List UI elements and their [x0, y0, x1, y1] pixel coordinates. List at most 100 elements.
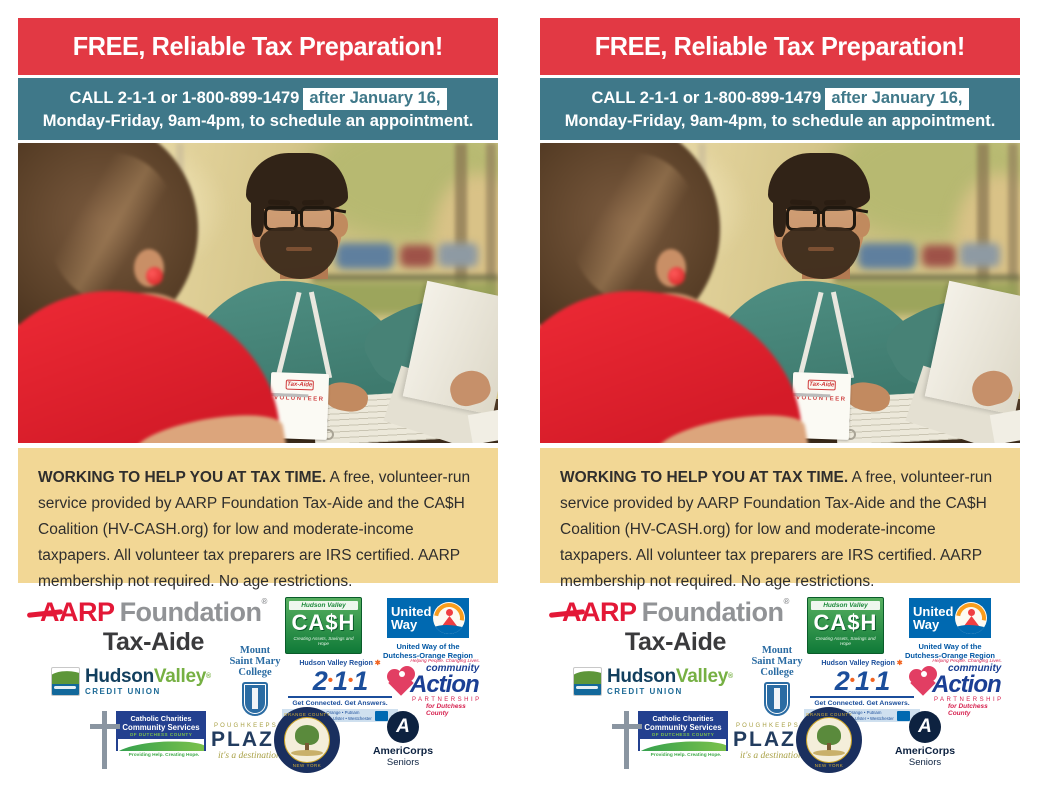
tree-trunk	[977, 143, 989, 313]
heart-icon	[386, 666, 418, 696]
cross-icon	[90, 724, 120, 729]
region-text: Hudson Valley Region	[821, 660, 895, 667]
orange-county-seal: ORANGE COUNTY NEW YORK	[796, 707, 862, 773]
parked-car-blur	[922, 245, 956, 267]
info-lead: WORKING TO HELP YOU AT TAX TIME.	[38, 469, 327, 486]
msmc-line: Mount	[239, 645, 271, 656]
plaza-text: PLAZA	[733, 728, 813, 751]
seal-bottom-text: NEW YORK	[292, 763, 322, 768]
united-way-wordmark: United Way	[391, 605, 431, 631]
united-way-logo: United Way United Way of the Dutchess-Or…	[380, 598, 476, 660]
tree-trunk	[305, 743, 309, 752]
region-line: United Way of the	[396, 642, 460, 651]
hvcu-wordmark: HudsonValley®	[85, 667, 211, 686]
registered-mark: ®	[783, 597, 790, 606]
tax-help-photo: Tax-Aide VOLUNTEER	[540, 143, 1020, 443]
orange-dot: •	[348, 672, 353, 689]
211-region-text: Hudson Valley Region ✱	[282, 659, 398, 667]
hudson-text: Hudson	[607, 666, 676, 687]
tree-trunk	[486, 143, 496, 313]
hvcu-icon	[51, 667, 80, 696]
cc-line: OF DUTCHESS COUNTY	[651, 732, 715, 737]
catholic-charities-logo: Catholic Charities Community Services OF…	[608, 711, 734, 769]
cc-line: Community Services	[122, 723, 200, 732]
cc-line: Catholic Charities	[130, 714, 192, 723]
parked-car-blur	[858, 243, 916, 269]
msmc-line: College	[760, 667, 794, 678]
msmc-line: Saint Mary	[751, 656, 803, 667]
tree-icon	[295, 725, 319, 745]
plaza-tagline: it's a destination!	[740, 751, 806, 761]
date-highlight: after January 16,	[825, 87, 969, 110]
poughkeepsie-plaza-logo: POUGHKEEPSIE PLAZA it's a destination!	[722, 723, 824, 761]
glasses-lens	[822, 206, 856, 231]
starburst-icon: ✱	[374, 660, 381, 667]
united-text: United	[913, 604, 954, 619]
call-info-bar: CALL 2-1-1 or 1-800-899-1479 after Januar…	[540, 78, 1020, 140]
digit: 1	[854, 666, 870, 696]
digit: 1	[332, 666, 348, 696]
cc-line: Community Services	[644, 723, 722, 732]
tree-ground	[813, 750, 845, 756]
united-way-icon	[955, 602, 987, 634]
cross-icon	[102, 711, 107, 769]
hvcu-text: HudsonValley® CREDIT UNION	[85, 667, 211, 696]
mount-saint-mary-college-logo: Mount Saint Mary College	[214, 645, 296, 716]
call-line: CALL 2-1-1 or 1-800-899-1479 after Januar…	[69, 87, 447, 110]
region-line: United Way of the	[918, 642, 982, 651]
flyer-title: FREE, Reliable Tax Preparation!	[594, 31, 966, 61]
tree-ground	[291, 750, 323, 756]
flyer-title-banner: FREE, Reliable Tax Preparation!	[18, 18, 498, 75]
community-action-logo: Helping People. Changing Lives. communit…	[908, 659, 1004, 717]
foundation-text: Foundation	[119, 597, 262, 627]
aarp-wordmark: AARP	[548, 597, 637, 627]
client-figure	[540, 143, 1020, 443]
cash-region-text: Hudson Valley	[289, 601, 358, 610]
person-figure	[968, 609, 975, 616]
americorps-eagle-icon: A	[909, 711, 941, 743]
schedule-line: Monday-Friday, 9am-4pm, to schedule an a…	[42, 111, 474, 130]
blue-water	[52, 684, 79, 695]
cc-line: OF DUTCHESS COUNTY	[129, 732, 193, 737]
tax-preparation-flyer: FREE, Reliable Tax Preparation! CALL 2-1…	[540, 18, 1020, 790]
community-action-text: community Action PARTNERSHIP for Dutches…	[410, 663, 482, 718]
poughkeepsie-text: POUGHKEEPSIE	[213, 723, 289, 729]
mount-saint-mary-college-logo: Mount Saint Mary College	[736, 645, 818, 716]
americorps-seniors-logo: A AmeriCorps Seniors	[884, 711, 966, 768]
red-earring	[668, 267, 685, 285]
glasses-bridge	[291, 211, 302, 214]
cc-tagline: Providing Help. Creating Hope.	[650, 753, 722, 758]
credit-union-text: CREDIT UNION	[607, 687, 683, 696]
community-text: community	[426, 663, 480, 674]
county-text: for Dutchess County	[948, 703, 988, 717]
united-way-region: United Way of the Dutchess-Orange Region	[380, 642, 476, 660]
partnership-text: PARTNERSHIP	[412, 697, 482, 703]
cash-tagline: Creating Assets, Savings and Hope	[293, 636, 354, 646]
volunteer-ear	[854, 213, 870, 237]
community-action-text: community Action PARTNERSHIP for Dutches…	[932, 664, 1004, 718]
registered-mark: ®	[728, 673, 733, 680]
fence-line	[835, 275, 1020, 281]
info-lead: WORKING TO HELP YOU AT TAX TIME.	[560, 469, 849, 486]
white-wave	[576, 686, 598, 689]
united-way-wordmark: United Way	[913, 605, 953, 631]
person-cutout	[399, 671, 405, 677]
hvcu-wordmark: HudsonValley®	[607, 667, 733, 686]
hvcu-text: HudsonValley® CREDIT UNION	[607, 667, 733, 696]
hudson-valley-credit-union-logo: HudsonValley® CREDIT UNION	[51, 667, 211, 696]
volunteer-mouth	[286, 247, 312, 251]
glasses-bridge	[813, 211, 824, 214]
tax-help-photo: Tax-Aide VOLUNTEER	[18, 143, 498, 443]
aarp-foundation-row: AARP Foundation®	[548, 597, 790, 628]
aarp-foundation-row: AARP Foundation®	[26, 597, 267, 628]
valley-text: Valley	[153, 666, 207, 687]
tower-glyph	[252, 688, 258, 709]
blue-water	[574, 684, 601, 695]
person-figure	[442, 616, 457, 626]
cross-icon	[612, 724, 642, 729]
orange-county-seal: ORANGE COUNTY NEW YORK	[274, 707, 340, 773]
eagle-a-glyph: A	[396, 716, 410, 737]
tax-preparation-flyer: FREE, Reliable Tax Preparation! CALL 2-1…	[18, 18, 498, 790]
green-wave	[118, 739, 204, 751]
tower-glyph	[774, 688, 780, 709]
